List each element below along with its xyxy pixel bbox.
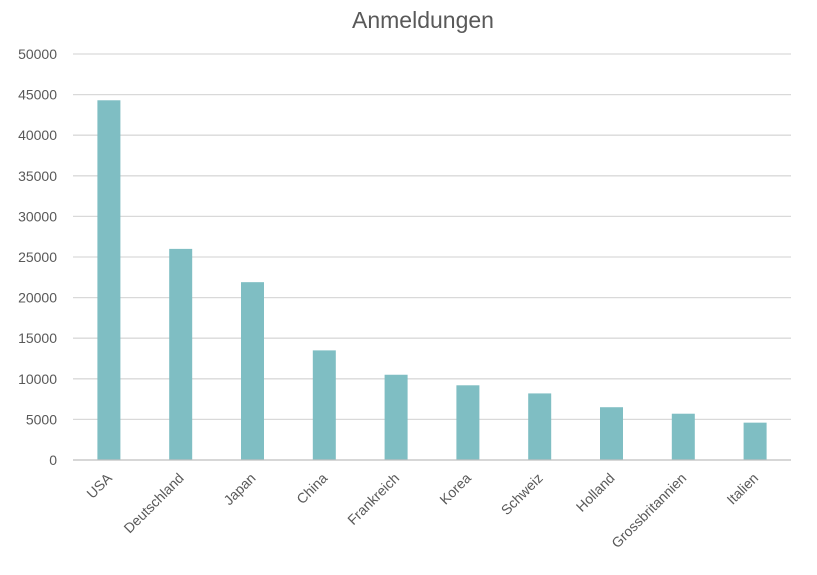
bar-italien <box>744 423 767 460</box>
y-tick-label-0: 0 <box>49 452 57 468</box>
x-category-label-grossbritannien: Grossbritannien <box>608 470 689 551</box>
bar-frankreich <box>385 375 408 460</box>
x-category-label-frankreich: Frankreich <box>344 470 402 528</box>
bar-deutschland <box>169 249 192 460</box>
chart-title: Anmeldungen <box>352 7 494 33</box>
y-tick-label-25000: 25000 <box>18 249 57 265</box>
x-category-label-italien: Italien <box>723 470 761 508</box>
bar-japan <box>241 282 264 460</box>
y-axis-tick-labels: 0 5000 10000 15000 20000 25000 30000 35000 40000… <box>18 46 57 468</box>
bar-korea <box>456 385 479 460</box>
y-tick-label-15000: 15000 <box>18 330 57 346</box>
x-category-label-schweiz: Schweiz <box>498 470 546 518</box>
y-tick-label-5000: 5000 <box>26 411 57 427</box>
y-tick-label-50000: 50000 <box>18 46 57 62</box>
x-category-label-holland: Holland <box>573 470 618 515</box>
y-tick-label-35000: 35000 <box>18 168 57 184</box>
x-axis-category-labels: USADeutschland Japan China Frankreich Korea S… <box>83 469 761 551</box>
x-category-label-korea: Korea <box>436 470 474 508</box>
bar-holland <box>600 407 623 460</box>
y-tick-label-10000: 10000 <box>18 371 57 387</box>
bars <box>97 100 766 460</box>
y-tick-label-20000: 20000 <box>18 290 57 306</box>
y-tick-label-30000: 30000 <box>18 208 57 224</box>
y-tick-label-45000: 45000 <box>18 87 57 103</box>
bar-grossbritannien <box>672 414 695 460</box>
x-category-label-japan: Japan <box>220 470 258 508</box>
y-tick-label-40000: 40000 <box>18 127 57 143</box>
x-category-label-china: China <box>293 470 330 507</box>
bar-usa <box>97 100 120 460</box>
bar-china <box>313 350 336 460</box>
bar-schweiz <box>528 393 551 460</box>
x-category-label-deutschland: Deutschland <box>120 470 186 536</box>
x-category-label-usa: USA <box>83 469 115 501</box>
